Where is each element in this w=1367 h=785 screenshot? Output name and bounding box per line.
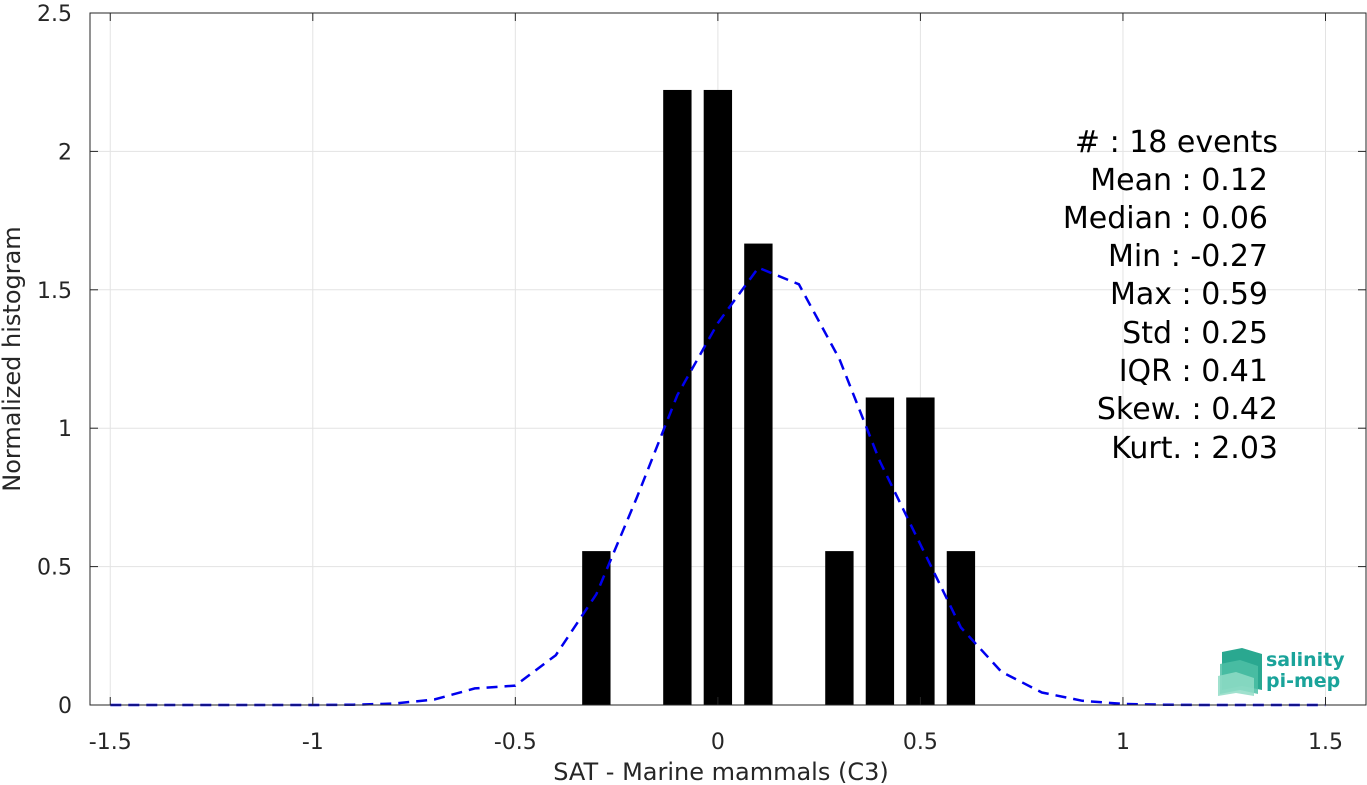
stat-skew: Skew. : 0.42 — [1097, 392, 1278, 427]
stat-mean: Mean : 0.12 — [1090, 163, 1268, 198]
stat-std: Std : 0.25 — [1122, 316, 1268, 351]
stat-count: # : 18 events — [1075, 125, 1278, 160]
histogram-bar — [703, 89, 733, 706]
y-axis-label: Normalized histogram — [0, 226, 26, 491]
histogram-bars — [582, 89, 976, 706]
wave-logo-icon — [1218, 648, 1262, 696]
plot-frame — [89, 12, 1367, 706]
y-tick-label: 1 — [58, 417, 72, 442]
histogram-bar — [865, 397, 895, 705]
x-axis-label: SAT - Marine mammals (C3) — [553, 758, 888, 785]
x-tick-label: 0 — [711, 730, 725, 755]
logo-line1: salinity — [1266, 649, 1345, 671]
stat-min: Min : -0.27 — [1108, 239, 1268, 274]
y-tick-label: 2.5 — [37, 2, 72, 27]
x-tick-label: 0.5 — [903, 730, 938, 755]
stat-kurt: Kurt. : 2.03 — [1111, 431, 1278, 466]
y-tick-label: 1.5 — [37, 279, 72, 304]
x-tick-label: 1 — [1116, 730, 1130, 755]
salinity-pimep-logo: salinity pi-mep — [1218, 648, 1345, 696]
x-tick-label: 1.5 — [1308, 730, 1343, 755]
x-tick-label: -1 — [302, 730, 324, 755]
stat-iqr: IQR : 0.41 — [1119, 354, 1268, 389]
stat-max: Max : 0.59 — [1110, 277, 1268, 312]
y-tick-label: 2 — [58, 140, 72, 165]
y-tick-label: 0 — [58, 694, 72, 719]
stat-median: Median : 0.06 — [1063, 201, 1268, 236]
histogram-bar — [906, 397, 935, 705]
histogram-bar — [825, 551, 854, 705]
y-tick-label: 0.5 — [37, 556, 72, 581]
x-tick-label: -1.5 — [89, 730, 132, 755]
histogram-bar — [744, 243, 773, 705]
logo-line2: pi-mep — [1266, 670, 1340, 692]
y-axis-ticks: 0 0.5 1 1.5 2 2.5 — [37, 2, 1366, 719]
x-axis-ticks: -1.5 -1 -0.5 0 0.5 1 1.5 — [89, 13, 1343, 755]
stats-box: # : 18 events Mean : 0.12 Median : 0.06 … — [1063, 125, 1278, 466]
histogram-bar — [582, 551, 611, 705]
x-tick-label: -0.5 — [494, 730, 537, 755]
